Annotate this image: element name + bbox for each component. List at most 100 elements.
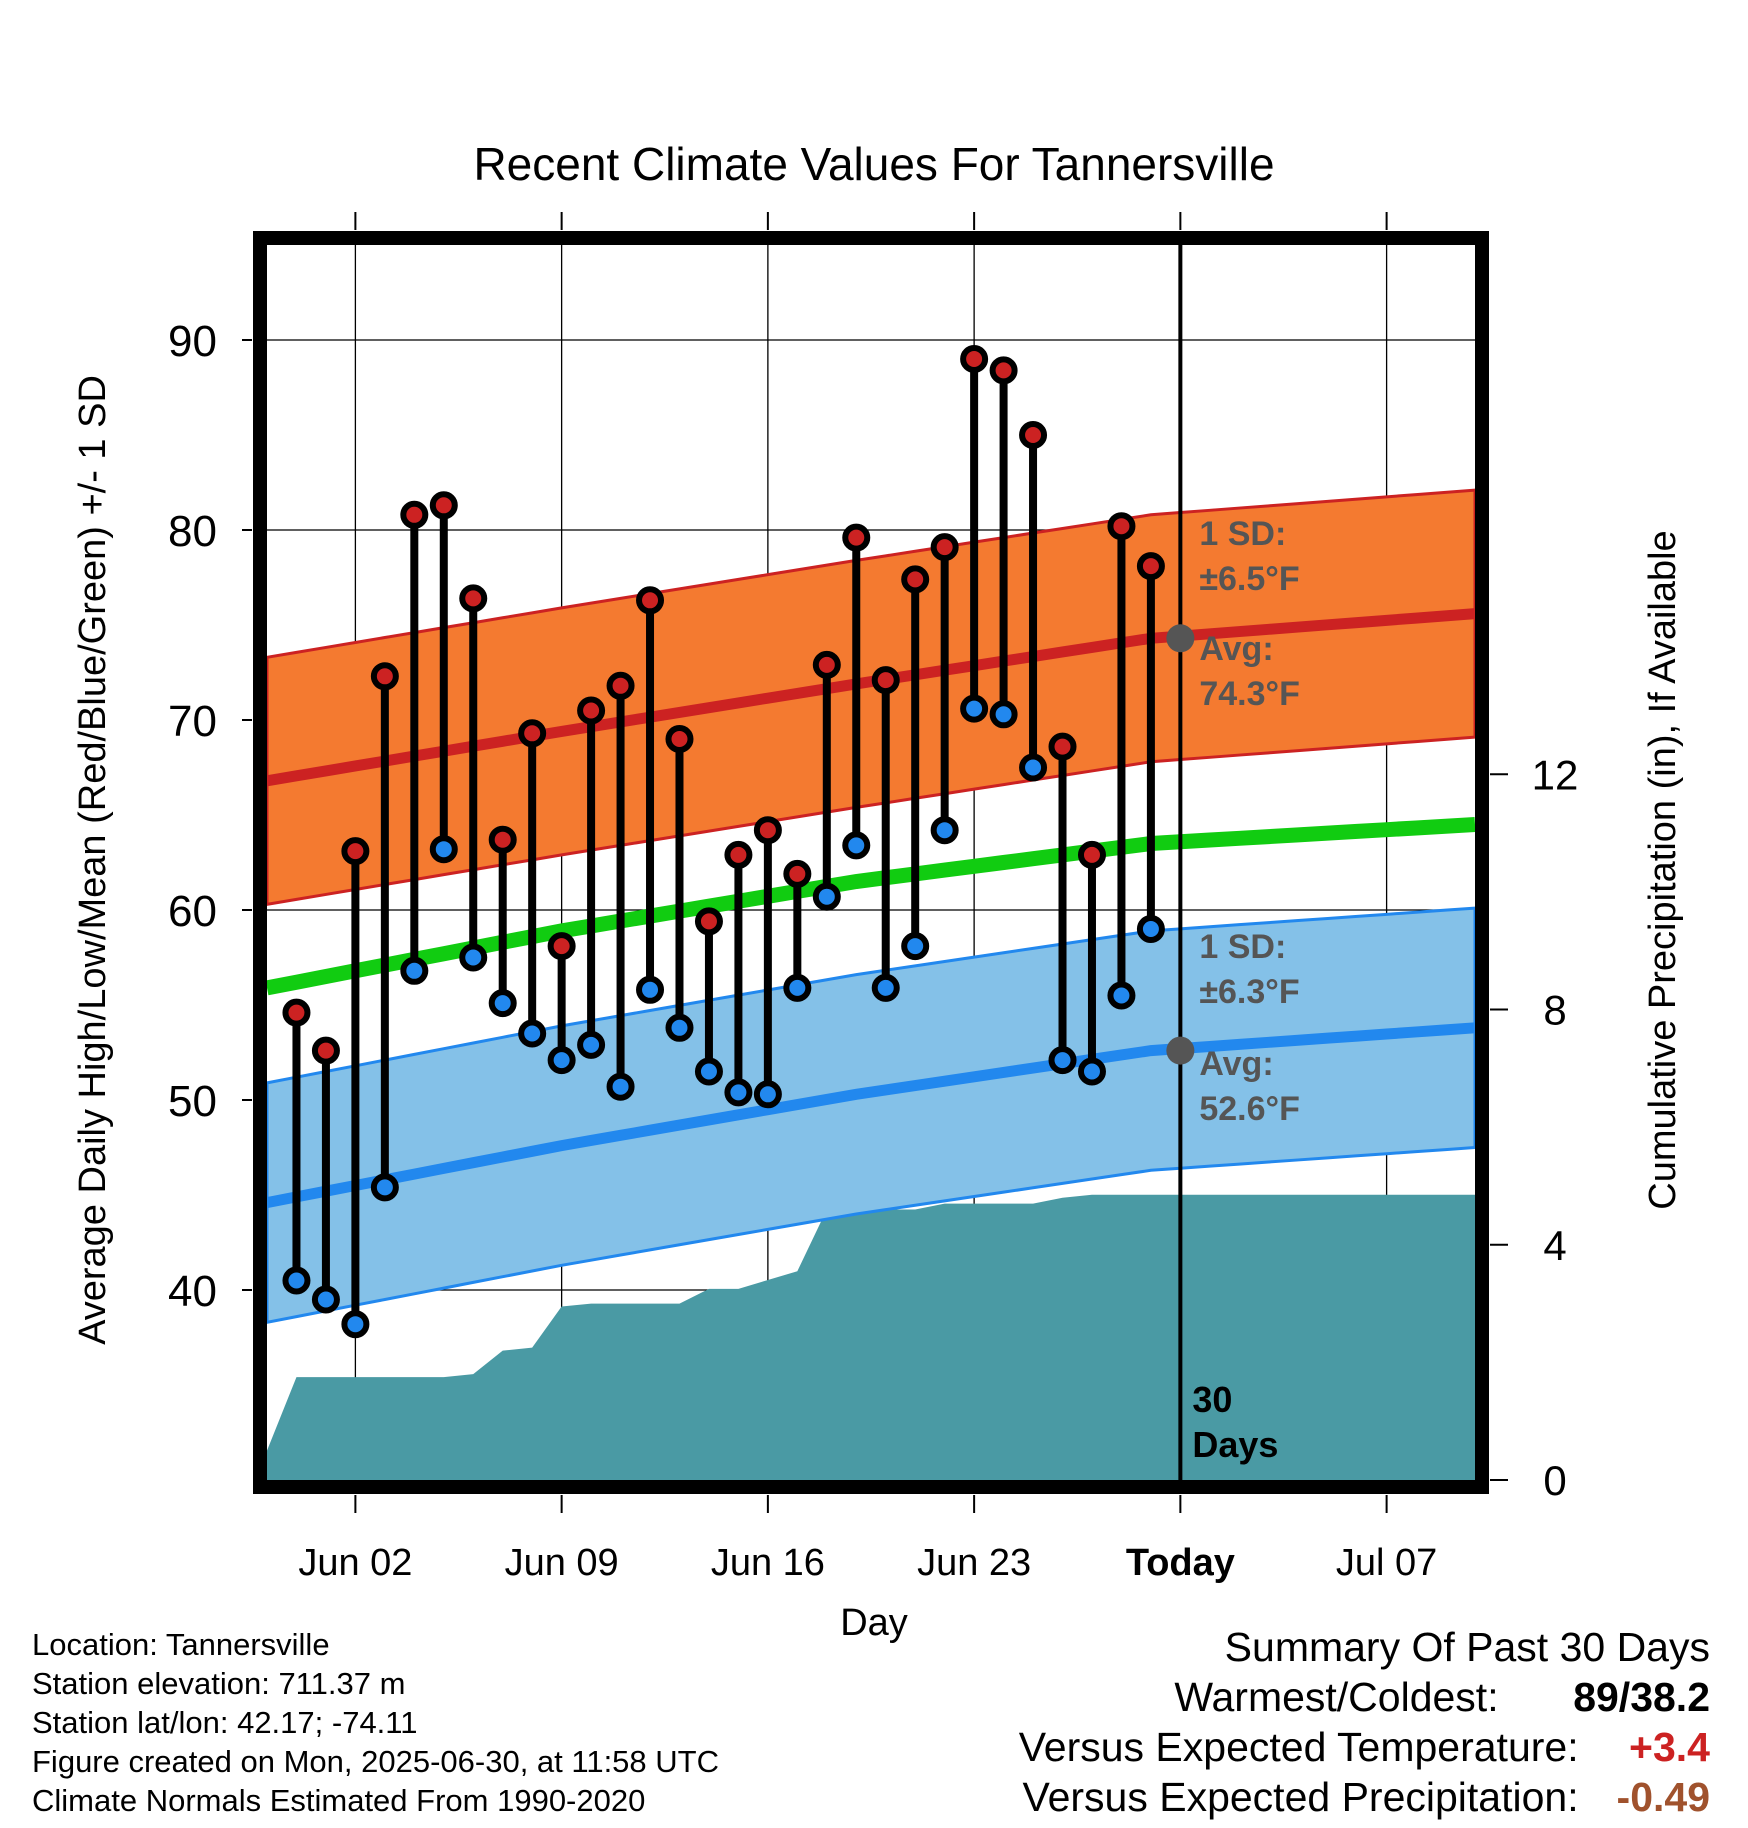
daily-high-point xyxy=(282,998,311,1027)
x-tick-label: Jun 16 xyxy=(711,1542,825,1584)
daily-high-point xyxy=(1107,512,1136,541)
daily-low-point xyxy=(370,1173,399,1202)
daily-high-point xyxy=(871,666,900,695)
daily-low-point xyxy=(842,831,871,860)
created-text: Figure created on Mon, 2025-06-30, at 11… xyxy=(32,1744,719,1779)
daily-low-point xyxy=(901,932,930,961)
daily-high-point xyxy=(665,725,694,753)
plot-frame xyxy=(253,231,1489,1494)
precip-area xyxy=(267,1194,1475,1480)
high-sd-label: 1 SD: xyxy=(1199,515,1286,553)
x-tick-label: Jun 23 xyxy=(917,1542,1031,1584)
daily-low-point xyxy=(488,989,517,1018)
low-avg-value: 52.6°F xyxy=(1199,1090,1300,1128)
daily-low-point xyxy=(341,1310,370,1339)
daily-low-point xyxy=(812,882,841,911)
y2-tick-label: 8 xyxy=(1543,987,1566,1034)
summary-warm-cold-label: Warmest/Coldest: xyxy=(1174,1674,1499,1720)
daily-high-point xyxy=(311,1036,340,1065)
daily-low-point xyxy=(665,1013,694,1042)
summary-title: Summary Of Past 30 Days xyxy=(1224,1624,1710,1670)
y-tick-label: 90 xyxy=(168,317,217,366)
y-tick-label: 60 xyxy=(168,887,217,936)
y2-tick-label: 0 xyxy=(1543,1457,1566,1504)
summary-precip-value: -0.49 xyxy=(1616,1774,1710,1820)
daily-low-point xyxy=(282,1266,311,1295)
station-info: Location: Tannersville Station elevation… xyxy=(32,1625,719,1820)
daily-high-point xyxy=(724,840,753,869)
summary-precip-row: Versus Expected Precipitation: -0.49 xyxy=(1019,1772,1711,1822)
high-avg-label: Avg: xyxy=(1199,630,1273,668)
summary-warm-cold-row: Warmest/Coldest: 89/38.2 xyxy=(1019,1672,1710,1722)
daily-high-point xyxy=(930,533,959,562)
today-low-avg-marker xyxy=(1166,1036,1195,1065)
daily-low-point xyxy=(577,1030,606,1059)
daily-low-point xyxy=(724,1078,753,1107)
x-tick-label: Jun 09 xyxy=(505,1542,619,1584)
elevation-text: Station elevation: 711.37 m xyxy=(32,1666,406,1701)
daily-high-point xyxy=(842,523,871,552)
plot-border xyxy=(253,231,1489,1494)
daily-high-point xyxy=(1136,552,1165,581)
daily-low-point xyxy=(989,700,1018,729)
daily-high-point xyxy=(783,859,812,888)
daily-high-point xyxy=(577,696,606,725)
daily-high-point xyxy=(400,500,429,529)
high-avg-value: 74.3°F xyxy=(1199,675,1300,713)
x-axis-label: Day xyxy=(840,1602,908,1644)
low-avg-label: Avg: xyxy=(1199,1045,1273,1083)
summary-warm-cold-value: 89/38.2 xyxy=(1573,1674,1710,1720)
today-high-avg-marker xyxy=(1166,624,1195,653)
x-tick-label: Jun 02 xyxy=(298,1542,412,1584)
x-tick-label: Jul 07 xyxy=(1336,1542,1437,1584)
daily-high-point xyxy=(960,345,989,373)
normals-text: Climate Normals Estimated From 1990-2020 xyxy=(32,1783,646,1818)
y-tick-label: 70 xyxy=(168,697,217,746)
daily-low-point xyxy=(518,1019,547,1048)
daily-high-point xyxy=(606,671,635,700)
daily-low-point xyxy=(459,943,488,972)
daily-high-point xyxy=(459,584,488,613)
summary-panel: Summary Of Past 30 Days Warmest/Coldest:… xyxy=(1019,1622,1710,1822)
axes: 40 50 60 70 80 90 0 4 8 12 Jun 02 Jun 09 Jun 16 Jun 2… xyxy=(168,212,1578,1584)
daily-low-point xyxy=(1077,1057,1106,1086)
normal-high-band-mean-line xyxy=(266,608,1476,787)
daily-high-point xyxy=(370,662,399,691)
daily-high-point xyxy=(547,932,576,961)
y2-tick-label: 12 xyxy=(1532,751,1579,798)
daily-low-point xyxy=(400,956,429,985)
daily-high-point xyxy=(1019,421,1048,449)
summary-temp-label: Versus Expected Temperature: xyxy=(1018,1724,1579,1770)
daily-high-point xyxy=(488,825,517,854)
daily-high-point xyxy=(341,837,370,866)
daily-high-point xyxy=(989,356,1018,385)
daily-low-point xyxy=(1019,753,1048,782)
daily-low-point xyxy=(871,973,900,1002)
chart-title: Recent Climate Values For Tannersville xyxy=(473,138,1274,190)
daily-low-point xyxy=(1107,981,1136,1010)
y-tick-label: 50 xyxy=(168,1077,217,1126)
daily-low-point xyxy=(930,816,959,845)
daily-low-point xyxy=(960,694,989,723)
daily-high-point xyxy=(429,491,458,520)
daily-low-point xyxy=(783,973,812,1002)
low-sd-value: ±6.3°F xyxy=(1199,973,1299,1011)
daily-high-point xyxy=(1048,732,1077,761)
y-axis-label: Average Daily High/Low/Mean (Red/Blue/Gr… xyxy=(72,375,114,1345)
latlon-text: Station lat/lon: 42.17; -74.11 xyxy=(32,1705,418,1740)
y-tick-label: 40 xyxy=(168,1267,217,1316)
daily-high-point xyxy=(901,565,930,594)
daily-high-point xyxy=(636,586,665,615)
daily-low-point xyxy=(606,1072,635,1101)
location-text: Location: Tannersville xyxy=(32,1627,330,1662)
daily-high-point xyxy=(518,719,547,748)
x-tick-label: Today xyxy=(1126,1542,1235,1584)
high-sd-value: ±6.5°F xyxy=(1199,560,1299,598)
window-days-label: Days xyxy=(1192,1424,1278,1465)
y2-axis-label: Cumulative Precipitation (in), If Availa… xyxy=(1642,530,1684,1209)
window-days-number: 30 xyxy=(1192,1379,1232,1420)
daily-low-point xyxy=(429,835,458,864)
daily-low-point xyxy=(753,1080,782,1109)
summary-precip-label: Versus Expected Precipitation: xyxy=(1022,1774,1579,1820)
